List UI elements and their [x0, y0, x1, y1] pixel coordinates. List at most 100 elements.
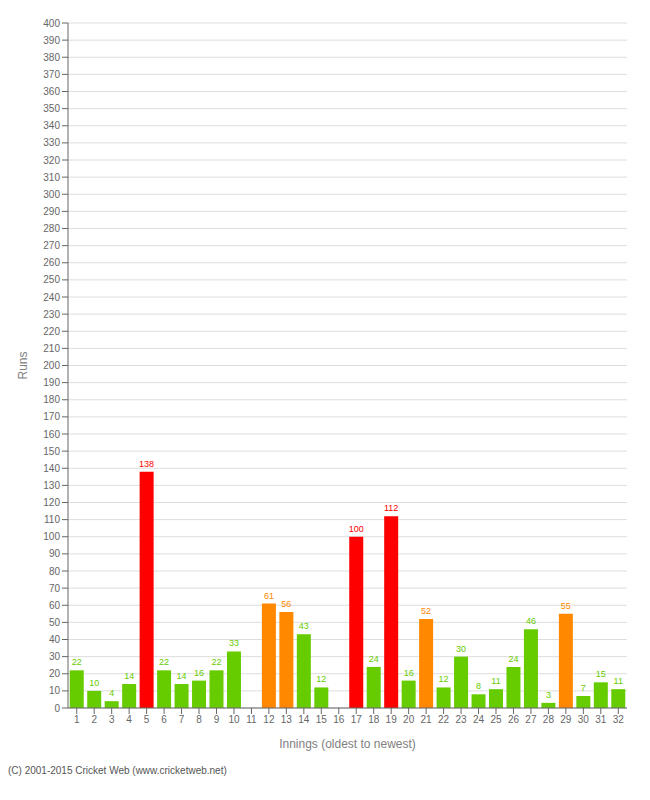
- svg-text:23: 23: [455, 714, 467, 725]
- svg-text:10: 10: [228, 714, 240, 725]
- svg-text:24: 24: [473, 714, 485, 725]
- svg-text:60: 60: [49, 600, 61, 611]
- svg-text:14: 14: [177, 671, 187, 681]
- svg-text:6: 6: [161, 714, 167, 725]
- svg-text:100: 100: [349, 524, 364, 534]
- svg-text:290: 290: [43, 206, 60, 217]
- svg-text:43: 43: [299, 621, 309, 631]
- svg-text:40: 40: [49, 634, 61, 645]
- svg-text:14: 14: [298, 714, 310, 725]
- svg-text:16: 16: [333, 714, 345, 725]
- svg-text:210: 210: [43, 343, 60, 354]
- svg-text:16: 16: [194, 668, 204, 678]
- svg-text:240: 240: [43, 292, 60, 303]
- svg-text:9: 9: [214, 714, 220, 725]
- svg-text:3: 3: [109, 714, 115, 725]
- svg-text:5: 5: [144, 714, 150, 725]
- svg-text:12: 12: [439, 674, 449, 684]
- svg-text:32: 32: [613, 714, 625, 725]
- svg-text:28: 28: [543, 714, 555, 725]
- svg-text:340: 340: [43, 120, 60, 131]
- svg-text:13: 13: [281, 714, 293, 725]
- svg-text:140: 140: [43, 463, 60, 474]
- svg-text:30: 30: [456, 644, 466, 654]
- svg-text:30: 30: [49, 651, 61, 662]
- svg-text:1: 1: [74, 714, 80, 725]
- svg-text:120: 120: [43, 497, 60, 508]
- svg-text:22: 22: [72, 657, 82, 667]
- svg-text:24: 24: [508, 654, 518, 664]
- svg-text:380: 380: [43, 52, 60, 63]
- svg-text:4: 4: [126, 714, 132, 725]
- svg-text:400: 400: [43, 18, 60, 29]
- svg-text:15: 15: [316, 714, 328, 725]
- svg-text:21: 21: [421, 714, 433, 725]
- svg-text:61: 61: [264, 591, 274, 601]
- svg-text:10: 10: [89, 678, 99, 688]
- svg-text:4: 4: [109, 688, 114, 698]
- svg-text:260: 260: [43, 257, 60, 268]
- svg-text:250: 250: [43, 274, 60, 285]
- svg-text:2: 2: [91, 714, 97, 725]
- svg-text:8: 8: [476, 681, 481, 691]
- svg-text:Innings (oldest to newest): Innings (oldest to newest): [279, 737, 416, 751]
- svg-text:26: 26: [508, 714, 520, 725]
- svg-text:11: 11: [614, 676, 623, 686]
- svg-text:160: 160: [43, 429, 60, 440]
- svg-text:150: 150: [43, 446, 60, 457]
- svg-text:10: 10: [49, 685, 61, 696]
- svg-text:0: 0: [54, 703, 60, 714]
- svg-text:7: 7: [581, 683, 586, 693]
- svg-text:52: 52: [421, 606, 431, 616]
- svg-text:280: 280: [43, 223, 60, 234]
- svg-text:27: 27: [525, 714, 537, 725]
- svg-text:24: 24: [369, 654, 379, 664]
- svg-text:180: 180: [43, 394, 60, 405]
- svg-text:190: 190: [43, 377, 60, 388]
- svg-text:30: 30: [578, 714, 590, 725]
- svg-text:7: 7: [179, 714, 185, 725]
- svg-text:70: 70: [49, 583, 61, 594]
- svg-text:310: 310: [43, 172, 60, 183]
- svg-text:220: 220: [43, 326, 60, 337]
- svg-text:11: 11: [491, 676, 500, 686]
- svg-text:22: 22: [438, 714, 450, 725]
- svg-text:320: 320: [43, 155, 60, 166]
- svg-text:8: 8: [196, 714, 202, 725]
- svg-text:15: 15: [596, 669, 606, 679]
- svg-text:80: 80: [49, 566, 61, 577]
- svg-text:350: 350: [43, 103, 60, 114]
- svg-text:12: 12: [263, 714, 275, 725]
- svg-text:138: 138: [139, 459, 154, 469]
- svg-text:17: 17: [351, 714, 363, 725]
- svg-text:22: 22: [159, 657, 169, 667]
- svg-text:29: 29: [560, 714, 572, 725]
- svg-text:20: 20: [403, 714, 415, 725]
- svg-text:14: 14: [124, 671, 134, 681]
- svg-text:170: 170: [43, 411, 60, 422]
- svg-text:46: 46: [526, 616, 536, 626]
- svg-text:33: 33: [229, 638, 239, 648]
- svg-text:360: 360: [43, 86, 60, 97]
- svg-text:330: 330: [43, 137, 60, 148]
- svg-text:370: 370: [43, 69, 60, 80]
- svg-text:390: 390: [43, 35, 60, 46]
- svg-text:110: 110: [44, 514, 60, 525]
- svg-text:19: 19: [386, 714, 398, 725]
- svg-text:56: 56: [281, 599, 291, 609]
- svg-text:90: 90: [49, 548, 61, 559]
- svg-text:100: 100: [43, 531, 60, 542]
- svg-text:200: 200: [43, 360, 60, 371]
- svg-text:300: 300: [43, 189, 60, 200]
- svg-text:230: 230: [43, 309, 60, 320]
- svg-text:18: 18: [368, 714, 380, 725]
- svg-text:25: 25: [490, 714, 502, 725]
- svg-text:11: 11: [246, 714, 257, 725]
- svg-text:130: 130: [43, 480, 60, 491]
- svg-text:55: 55: [561, 601, 571, 611]
- svg-text:16: 16: [404, 668, 414, 678]
- svg-text:112: 112: [384, 503, 398, 513]
- svg-text:Runs: Runs: [16, 351, 30, 379]
- svg-text:22: 22: [211, 657, 221, 667]
- svg-text:270: 270: [43, 240, 60, 251]
